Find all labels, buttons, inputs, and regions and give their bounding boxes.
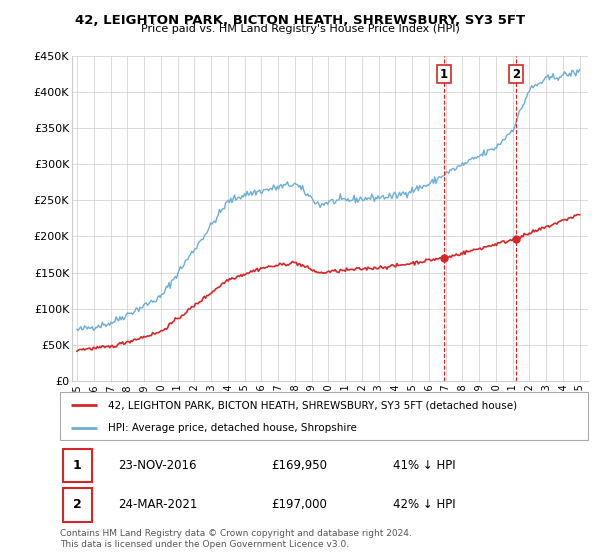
FancyBboxPatch shape [60, 392, 588, 440]
Text: £197,000: £197,000 [271, 498, 327, 511]
Text: 1: 1 [73, 459, 82, 472]
Text: 2: 2 [512, 68, 521, 81]
Text: 41% ↓ HPI: 41% ↓ HPI [392, 459, 455, 472]
Text: 42, LEIGHTON PARK, BICTON HEATH, SHREWSBURY, SY3 5FT (detached house): 42, LEIGHTON PARK, BICTON HEATH, SHREWSB… [107, 400, 517, 410]
Text: 24-MAR-2021: 24-MAR-2021 [118, 498, 197, 511]
Text: HPI: Average price, detached house, Shropshire: HPI: Average price, detached house, Shro… [107, 423, 356, 433]
Text: 1: 1 [440, 68, 448, 81]
Text: 42, LEIGHTON PARK, BICTON HEATH, SHREWSBURY, SY3 5FT: 42, LEIGHTON PARK, BICTON HEATH, SHREWSB… [75, 14, 525, 27]
Text: Price paid vs. HM Land Registry's House Price Index (HPI): Price paid vs. HM Land Registry's House … [140, 24, 460, 34]
FancyBboxPatch shape [62, 449, 92, 483]
Text: 2: 2 [73, 498, 82, 511]
Text: Contains HM Land Registry data © Crown copyright and database right 2024.
This d: Contains HM Land Registry data © Crown c… [60, 529, 412, 549]
Text: 23-NOV-2016: 23-NOV-2016 [118, 459, 197, 472]
Text: £169,950: £169,950 [271, 459, 327, 472]
Text: 42% ↓ HPI: 42% ↓ HPI [392, 498, 455, 511]
FancyBboxPatch shape [62, 488, 92, 522]
